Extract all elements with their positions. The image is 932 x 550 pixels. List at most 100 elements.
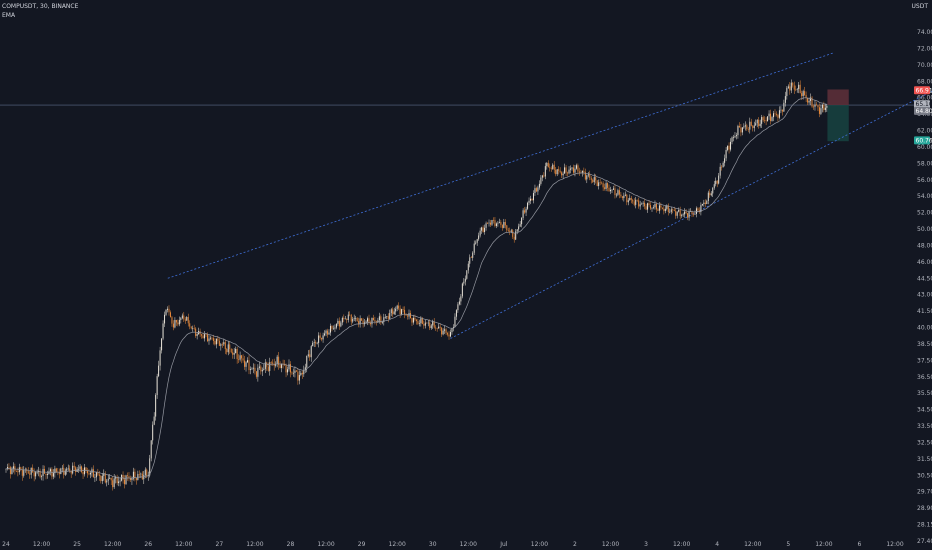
candle-body bbox=[381, 321, 383, 323]
candle-body bbox=[221, 344, 223, 345]
candle-body bbox=[60, 468, 62, 475]
candle-body bbox=[368, 318, 370, 324]
candle-body bbox=[238, 359, 240, 360]
candle-body bbox=[695, 208, 697, 214]
candle-body bbox=[161, 338, 163, 351]
candle-body bbox=[15, 471, 17, 472]
candle-body bbox=[730, 141, 732, 150]
candle-body bbox=[33, 472, 35, 477]
candle-body bbox=[5, 468, 7, 470]
candle-body bbox=[620, 194, 622, 197]
candle-body bbox=[26, 469, 28, 472]
candle-body bbox=[204, 334, 206, 339]
candle-body bbox=[217, 338, 219, 341]
candle-body bbox=[728, 145, 730, 150]
candle-body bbox=[107, 478, 109, 481]
candle-body bbox=[450, 332, 451, 337]
candle-body bbox=[590, 178, 592, 180]
candle-body bbox=[297, 371, 299, 381]
candle-body bbox=[35, 472, 37, 477]
currency-label: USDT bbox=[911, 3, 929, 10]
x-tick-label: Jul bbox=[499, 541, 508, 548]
candle-body bbox=[304, 367, 306, 371]
candle-body bbox=[156, 376, 158, 396]
channel-lower-line bbox=[450, 90, 932, 339]
candle-body bbox=[426, 322, 428, 324]
y-tick-label: 32.50 bbox=[917, 439, 932, 446]
candle-body bbox=[661, 207, 663, 209]
candle-body bbox=[18, 467, 20, 473]
candle-body bbox=[630, 197, 632, 200]
candle-body bbox=[811, 97, 813, 107]
candle-body bbox=[252, 367, 254, 369]
candle-body bbox=[528, 200, 530, 203]
candle-body bbox=[49, 469, 51, 472]
candle-body bbox=[805, 94, 807, 98]
candle-body bbox=[771, 117, 773, 121]
candle-body bbox=[768, 113, 770, 117]
candle-body bbox=[254, 367, 256, 372]
candle-body bbox=[484, 227, 486, 233]
candle-body bbox=[635, 199, 637, 205]
candle-body bbox=[577, 165, 579, 172]
candle-body bbox=[512, 230, 514, 237]
candle-body bbox=[740, 127, 742, 133]
candle-body bbox=[470, 257, 472, 258]
y-tick-label: 68.00 bbox=[917, 78, 932, 85]
candle-body bbox=[369, 323, 371, 325]
candle-body bbox=[753, 125, 755, 129]
candle-body bbox=[427, 322, 429, 324]
candle-body bbox=[552, 164, 554, 169]
candle-body bbox=[706, 200, 708, 205]
price-tag-label: 66.91 bbox=[916, 87, 932, 94]
y-tick-label: 41.50 bbox=[917, 308, 932, 315]
candle-body bbox=[288, 364, 290, 370]
candle-body bbox=[678, 210, 680, 212]
candle-body bbox=[780, 109, 782, 111]
candle-body bbox=[553, 164, 555, 170]
candle-body bbox=[390, 309, 392, 314]
y-tick-label: 28.90 bbox=[917, 505, 932, 512]
candle-body bbox=[789, 86, 791, 91]
candle-body bbox=[116, 477, 118, 484]
candle-body bbox=[241, 355, 243, 359]
candle-body bbox=[395, 308, 397, 312]
candle-body bbox=[289, 364, 291, 373]
candle-body bbox=[359, 318, 361, 325]
candle-body bbox=[814, 104, 816, 107]
candle-body bbox=[266, 362, 268, 367]
candle-body bbox=[175, 319, 177, 323]
candle-body bbox=[741, 127, 743, 133]
candle-body bbox=[713, 184, 715, 188]
candle-body bbox=[734, 136, 736, 138]
candle-body bbox=[378, 316, 380, 321]
candle-body bbox=[386, 316, 388, 317]
candle-body bbox=[186, 316, 188, 321]
candle-body bbox=[291, 372, 293, 374]
candle-body bbox=[101, 475, 103, 482]
candle-body bbox=[589, 174, 591, 179]
candle-body bbox=[303, 370, 305, 375]
candle-body bbox=[36, 472, 38, 473]
candle-body bbox=[448, 334, 450, 337]
candle-body bbox=[519, 224, 521, 227]
y-tick-label: 74.00 bbox=[917, 29, 932, 36]
candle-body bbox=[393, 311, 395, 315]
candle-body bbox=[774, 113, 776, 114]
candle-body bbox=[654, 203, 656, 208]
candle-body bbox=[135, 478, 137, 480]
candle-body bbox=[27, 471, 29, 474]
candle-body bbox=[207, 334, 209, 342]
candle-body bbox=[498, 222, 500, 223]
candle-body bbox=[73, 465, 75, 468]
candle-body bbox=[479, 230, 481, 236]
candle-body bbox=[122, 474, 124, 480]
candle-body bbox=[129, 478, 131, 480]
candle-body bbox=[793, 85, 795, 90]
candle-body bbox=[441, 327, 443, 335]
candle-body bbox=[45, 473, 47, 475]
candle-body bbox=[17, 471, 19, 473]
y-tick-label: 28.15 bbox=[917, 522, 932, 529]
candle-body bbox=[602, 183, 604, 188]
